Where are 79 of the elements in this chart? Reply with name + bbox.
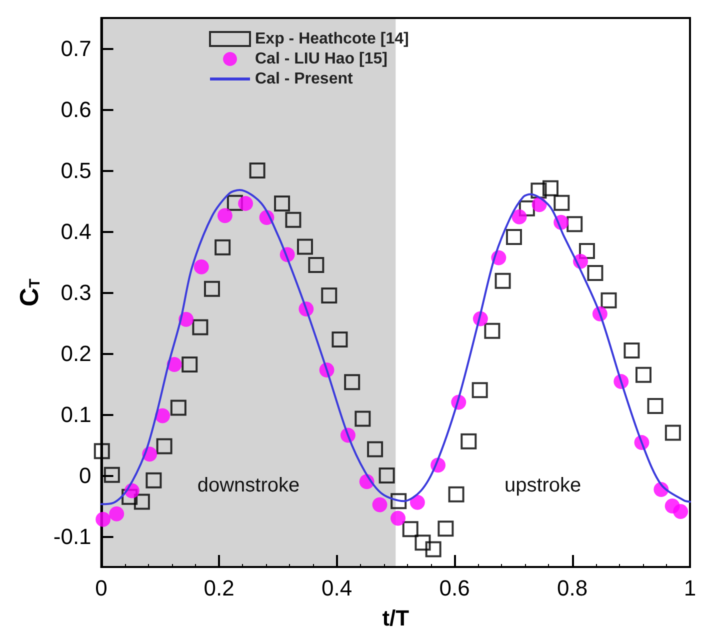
point (170, 400, 186, 416)
point (354, 410, 371, 427)
point (425, 541, 442, 558)
point (460, 433, 477, 450)
point (635, 366, 652, 383)
x-tick-label: 0.6 (439, 576, 470, 600)
point (372, 497, 388, 512)
point (194, 259, 209, 274)
y-tick-label: 0.5 (60, 158, 92, 183)
y-tick-label: 0.2 (60, 341, 92, 366)
point (214, 239, 231, 256)
point (156, 438, 172, 454)
y-axis-title: CT (14, 278, 44, 306)
point (673, 504, 688, 519)
point (285, 212, 302, 228)
point (448, 486, 464, 502)
point (321, 288, 338, 304)
y-tick-label: 0.1 (60, 402, 92, 427)
point (296, 238, 313, 255)
point (94, 443, 110, 460)
x-axis-title: t/T (382, 606, 410, 630)
point (542, 180, 558, 196)
point (122, 488, 138, 505)
point (238, 196, 254, 211)
point (104, 466, 120, 483)
x-tick-label: 0.2 (204, 576, 234, 600)
y-tick-label: 0.3 (60, 280, 92, 305)
point (647, 398, 664, 414)
y-tick-label: -0.1 (53, 524, 92, 549)
point (512, 209, 527, 224)
point (438, 520, 454, 537)
point (410, 494, 425, 510)
legend-label: Cal - LIU Hao [15] (255, 50, 388, 68)
point (664, 424, 681, 441)
point (134, 494, 150, 510)
point (578, 243, 595, 260)
point (378, 468, 395, 484)
point (344, 374, 360, 390)
y-tick-label: 0.4 (60, 219, 92, 244)
point (600, 292, 617, 308)
point (367, 441, 384, 458)
y-tick-label: 0 (79, 463, 92, 488)
annotation: downstroke (197, 474, 300, 496)
point (402, 521, 418, 538)
point (249, 162, 266, 178)
legend-label: Cal - Present (255, 70, 354, 88)
point (96, 512, 111, 527)
x-tick-label: 0 (95, 576, 108, 600)
point (518, 200, 535, 216)
point (506, 228, 522, 245)
point (217, 208, 232, 224)
point (204, 280, 220, 297)
point (484, 322, 500, 339)
point (566, 216, 583, 232)
point (308, 257, 324, 274)
point (182, 356, 198, 372)
point (155, 408, 170, 424)
point (226, 194, 243, 211)
point (624, 342, 640, 358)
point (494, 272, 511, 289)
annotation: upstroke (504, 474, 582, 496)
point (146, 472, 162, 488)
point (587, 264, 604, 281)
point (472, 382, 488, 398)
y-tick-label: 0.7 (60, 36, 92, 61)
point (274, 195, 290, 212)
point (332, 331, 348, 348)
point (530, 182, 547, 199)
point (109, 506, 124, 522)
point (554, 194, 570, 211)
y-tick-label: 0.6 (60, 97, 92, 122)
point (192, 319, 208, 336)
point (390, 493, 407, 510)
x-tick-label: 0.4 (321, 576, 352, 600)
point (414, 534, 431, 551)
point (390, 510, 406, 526)
x-tick-label: 1 (684, 576, 696, 600)
legend-label: Exp - Heathcote [14] (255, 30, 409, 48)
x-tick-label: 0.8 (556, 576, 588, 600)
